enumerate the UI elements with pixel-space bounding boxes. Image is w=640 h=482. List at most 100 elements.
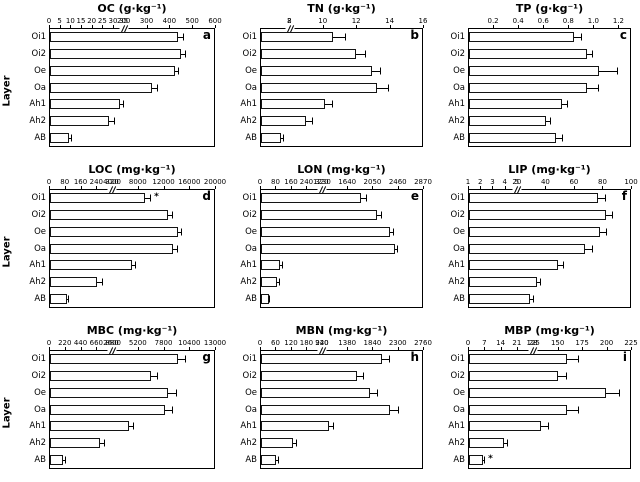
- bar-row-Oe: Oe: [34, 384, 214, 401]
- plot-area-a: a Oi1 Oi2 Oe Oa Ah1 Ah2 AB: [29, 25, 215, 147]
- error-bar: [561, 104, 569, 106]
- bar-AB: [261, 132, 282, 143]
- error-bar: [168, 392, 177, 394]
- panel-letter: b: [410, 28, 419, 42]
- error-bar: [181, 54, 186, 56]
- bar-Oi1: [50, 32, 178, 43]
- bar-Ah2: [261, 276, 278, 287]
- error-cap: [592, 245, 594, 253]
- axis-tick-label: 5: [57, 17, 62, 25]
- bar-Oi1: [261, 354, 382, 365]
- axis-tick-mark: [397, 186, 399, 189]
- chart-panel-f: LIP (mg·kg⁻¹) 1 2 3 4 5 20 40 60 80 100 f Oi1 Oi2 Oe Oa…: [432, 161, 640, 322]
- axis-tick-mark: [96, 186, 98, 189]
- y-tick-label: Ah2: [448, 437, 465, 448]
- error-bar: [606, 215, 614, 217]
- error-bar: [277, 281, 280, 283]
- y-tick-label: Oi2: [31, 49, 46, 60]
- error-cap: [68, 295, 70, 303]
- bar-row-Ah1: Ah1: [29, 418, 214, 435]
- error-cap: [101, 278, 103, 286]
- axis-tick-label: 16: [418, 17, 428, 25]
- axis-tick-mark: [70, 25, 72, 28]
- y-tick-label: Ah1: [448, 421, 465, 432]
- chart-panel-g: MBC (mg·kg⁻¹) 0 220 440 660 880 2600 5200 7800 10…: [0, 322, 226, 482]
- axis-tick-label: 0.8: [562, 17, 574, 25]
- bar-row-AB: AB: [245, 451, 422, 468]
- error-cap: [104, 439, 106, 447]
- axis-tick-mark: [347, 186, 349, 189]
- axis-tick-label: 0.4: [512, 17, 524, 25]
- chart-panel-a: OC (g·kg⁻¹) 0 5 10 15 20 25 30 35 200 300 400 500 600…: [0, 0, 224, 161]
- error-cap: [380, 211, 382, 219]
- bar-Oi1: [469, 32, 575, 43]
- bar-Oi2: [469, 49, 587, 60]
- axis-tick-mark: [215, 25, 216, 28]
- error-cap: [157, 372, 159, 380]
- error-cap: [577, 406, 579, 414]
- error-bar: [503, 442, 509, 444]
- axis-tick-mark: [347, 347, 349, 350]
- y-tick-label: AB: [245, 132, 257, 143]
- axis-tick-mark: [518, 25, 520, 28]
- bar-Oe: [50, 387, 169, 398]
- bar-row-Ah2: Ah2: [240, 274, 422, 291]
- y-tick-label: Ah2: [448, 115, 465, 126]
- panel-letter: a: [202, 28, 211, 42]
- error-bar: [177, 359, 186, 361]
- bar-row-Oi2: Oi2: [32, 207, 214, 224]
- error-cap: [549, 117, 551, 125]
- chart-panel-e: LON (mg·kg⁻¹) 0 80 160 240 320 1230 1640 2050 246…: [224, 161, 432, 322]
- bar-row-AB: AB: [453, 129, 630, 146]
- y-tick-label: Oi1: [31, 354, 46, 365]
- axis-tick-mark: [582, 347, 584, 350]
- bar-row-Ah1: Ah1: [240, 96, 422, 113]
- error-cap: [175, 389, 177, 397]
- y-tick-label: Oi2: [242, 49, 257, 60]
- axis-tick-mark: [493, 25, 495, 28]
- y-tick-label: Oi2: [450, 210, 465, 221]
- bar-row-Ah2: Ah2: [448, 113, 630, 130]
- axis-break-icon: [317, 186, 327, 194]
- bar-Oi1: [50, 354, 178, 365]
- bar-row-AB: AB: [34, 129, 214, 146]
- axis-tick-mark: [543, 25, 545, 28]
- y-tick-label: AB: [245, 293, 257, 304]
- axis-title-e: LON (mg·kg⁻¹): [297, 163, 386, 176]
- axis-tick-label: 10: [65, 17, 75, 25]
- axis-tick-mark: [64, 347, 66, 350]
- error-bar: [128, 426, 134, 428]
- axis-break-icon: [107, 347, 117, 355]
- axis-tick-label: 4000: [103, 178, 121, 186]
- error-bar: [372, 70, 381, 72]
- error-bar: [361, 198, 367, 200]
- error-cap: [379, 67, 381, 75]
- axis-tick-mark: [275, 186, 277, 189]
- bar-row-AB: AB: [245, 290, 422, 307]
- bar-Ah2: [50, 437, 100, 448]
- y-tick-label: Ah1: [448, 99, 465, 110]
- bar-row-Oa: Oa: [245, 240, 422, 257]
- error-bar: [177, 231, 183, 233]
- top-axis-h: 0 60 120 180 240 920 1380 1840 2300 2760: [258, 338, 432, 350]
- error-cap: [184, 355, 186, 363]
- y-tick-label: Oe: [245, 65, 257, 76]
- bar-row-AB: AB: [245, 129, 422, 146]
- top-axis-c: 0.2 0.4 0.6 0.8 1.0 1.2: [468, 16, 631, 28]
- axis-tick-mark: [631, 186, 632, 189]
- bar-row-Ah2: Ah2: [448, 435, 630, 452]
- error-cap: [331, 100, 333, 108]
- error-bar: [567, 409, 579, 411]
- axis-tick-label: 21: [512, 339, 522, 347]
- y-tick-label: Oi1: [242, 32, 257, 43]
- axis-tick-mark: [189, 347, 191, 350]
- axis-tick-label: 60: [271, 339, 280, 347]
- bar-row-Oi2: Oi2: [32, 368, 214, 385]
- bar-row-Oa: Oa: [34, 79, 214, 96]
- axis-tick-mark: [372, 347, 374, 350]
- y-tick-label: Oa: [34, 243, 46, 254]
- axis-tick-label: 40: [540, 178, 550, 186]
- bar-Ah1: [261, 260, 281, 271]
- axis-title-d: LOC (mg·kg⁻¹): [88, 163, 176, 176]
